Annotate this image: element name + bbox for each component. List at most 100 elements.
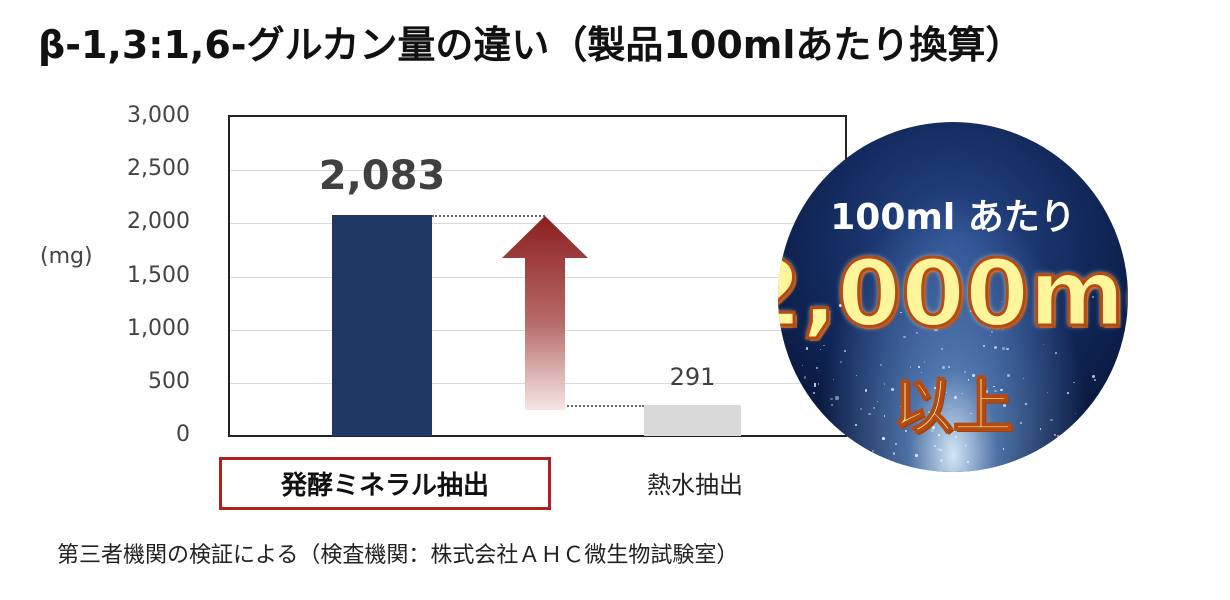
y-tick-label: 2,500 xyxy=(127,156,190,182)
sparkle-dot xyxy=(889,461,891,463)
y-tick-label: 0 xyxy=(176,422,190,447)
dotted-guide-bottom xyxy=(540,405,644,408)
highlight-badge: 100ml あたり 2,000mg 以上 xyxy=(778,122,1128,472)
sparkle-dot xyxy=(894,442,897,445)
sparkle-dot xyxy=(850,440,853,443)
sparkle-dot xyxy=(961,456,963,458)
sparkle-dot xyxy=(813,382,816,385)
bar-fermented-mineral xyxy=(332,214,432,436)
sparkle-dot xyxy=(876,400,878,402)
sparkle-dot xyxy=(864,389,868,392)
y-axis-label: (mg) xyxy=(40,244,93,269)
sparkle-dot xyxy=(1039,428,1042,430)
sparkle-dot xyxy=(1002,448,1005,450)
sparkle-dot xyxy=(966,460,970,464)
sparkle-dot xyxy=(934,386,937,389)
sparkle-dot xyxy=(872,456,875,459)
sparkle-dot xyxy=(935,410,937,412)
sparkle-dot xyxy=(946,392,948,394)
sparkle-dot xyxy=(927,410,931,414)
sparkle-dot xyxy=(840,361,843,364)
sparkle-dot xyxy=(987,387,989,389)
y-tick-label: 2,000 xyxy=(127,209,190,235)
sparkle-dot xyxy=(1043,343,1045,345)
sparkle-dot xyxy=(969,310,972,312)
sparkle-dot xyxy=(903,335,906,339)
sparkle-dot xyxy=(1054,460,1058,464)
sparkle-dot xyxy=(934,444,937,447)
gridline xyxy=(230,170,845,172)
sparkle-dot xyxy=(948,366,951,368)
sparkle-dot xyxy=(934,328,938,332)
sparkle-dot xyxy=(964,444,968,447)
sparkle-dot xyxy=(1066,392,1069,394)
badge-sub-text: 以上 xyxy=(892,371,1014,443)
sparkle-dot xyxy=(850,460,853,463)
sparkle-dot xyxy=(839,304,843,308)
value-label-fermented-mineral: 2,083 xyxy=(318,152,446,199)
chart-title: β-1,3:1,6-グルカン量の違い（製品100mlあたり換算） xyxy=(38,23,1024,67)
increase-arrow-icon xyxy=(502,216,588,410)
sparkle-dot xyxy=(883,382,886,385)
sparkle-dot xyxy=(932,425,936,429)
sparkle-dot xyxy=(844,350,846,352)
sparkle-dot xyxy=(972,373,975,377)
sparkle-dot xyxy=(849,297,853,301)
sparkle-dot xyxy=(964,371,967,373)
sparkle-dot xyxy=(1002,347,1005,350)
sparkle-dot xyxy=(943,395,946,398)
sparkle-dot xyxy=(1096,418,1098,420)
sparkle-dot xyxy=(839,432,842,435)
sparkle-dot xyxy=(1092,375,1096,379)
sparkle-dot xyxy=(1006,348,1009,351)
sparkle-dot xyxy=(1074,425,1076,428)
sparkle-dot xyxy=(915,453,918,457)
sparkle-dot xyxy=(900,311,902,313)
category-label-hot-water: 熱水抽出 xyxy=(647,471,743,499)
sparkle-dot xyxy=(1000,388,1003,392)
sparkle-dot xyxy=(994,345,998,349)
sparkle-dot xyxy=(811,439,815,443)
sparkle-dot xyxy=(991,331,994,333)
category-label-fermented-mineral: 発酵ミネラル抽出 xyxy=(219,457,551,510)
sparkle-dot xyxy=(990,334,992,336)
sparkle-dot xyxy=(817,383,820,385)
sparkle-dot xyxy=(1000,301,1002,303)
sparkle-dot xyxy=(982,345,986,348)
sparkle-dot xyxy=(1055,352,1058,355)
sparkle-dot xyxy=(939,448,942,451)
sparkle-dot xyxy=(909,366,912,368)
sparkle-dot xyxy=(1016,305,1018,307)
sparkle-dot xyxy=(984,390,988,393)
sparkle-dot xyxy=(855,375,857,377)
sparkle-dot xyxy=(937,433,940,436)
sparkle-dot xyxy=(904,420,907,423)
sparkle-dot xyxy=(880,457,882,459)
sparkle-dot xyxy=(941,347,944,350)
sparkle-dot xyxy=(803,376,807,379)
sparkle-dot xyxy=(1006,373,1010,377)
category-text-fermented-mineral: 発酵ミネラル抽出 xyxy=(280,471,489,501)
sparkle-dot xyxy=(850,315,852,317)
badge-top-text: 100ml あたり xyxy=(830,197,1076,238)
sparkle-dot xyxy=(899,405,901,407)
sparkle-dot xyxy=(1050,418,1053,422)
sparkle-dot xyxy=(1092,295,1095,298)
sparkle-dot xyxy=(980,391,983,394)
sparkle-dot xyxy=(855,424,857,426)
value-label-hot-water: 291 xyxy=(669,363,716,392)
sparkle-dot xyxy=(815,367,818,370)
sparkle-dot xyxy=(954,436,957,439)
sparkle-dot xyxy=(1094,378,1097,381)
sparkle-dot xyxy=(921,371,923,373)
sparkle-dot xyxy=(1003,404,1007,407)
sparkle-dot xyxy=(930,429,934,433)
sparkle-dot xyxy=(1054,434,1057,437)
sparkle-dot xyxy=(823,345,825,347)
sparkle-dot xyxy=(970,412,972,415)
sparkle-dot xyxy=(883,415,885,417)
sparkle-dot xyxy=(799,459,802,463)
y-tick-label: 500 xyxy=(148,368,190,394)
sparkle-dot xyxy=(1095,406,1097,408)
sparkle-dot xyxy=(1056,434,1060,438)
